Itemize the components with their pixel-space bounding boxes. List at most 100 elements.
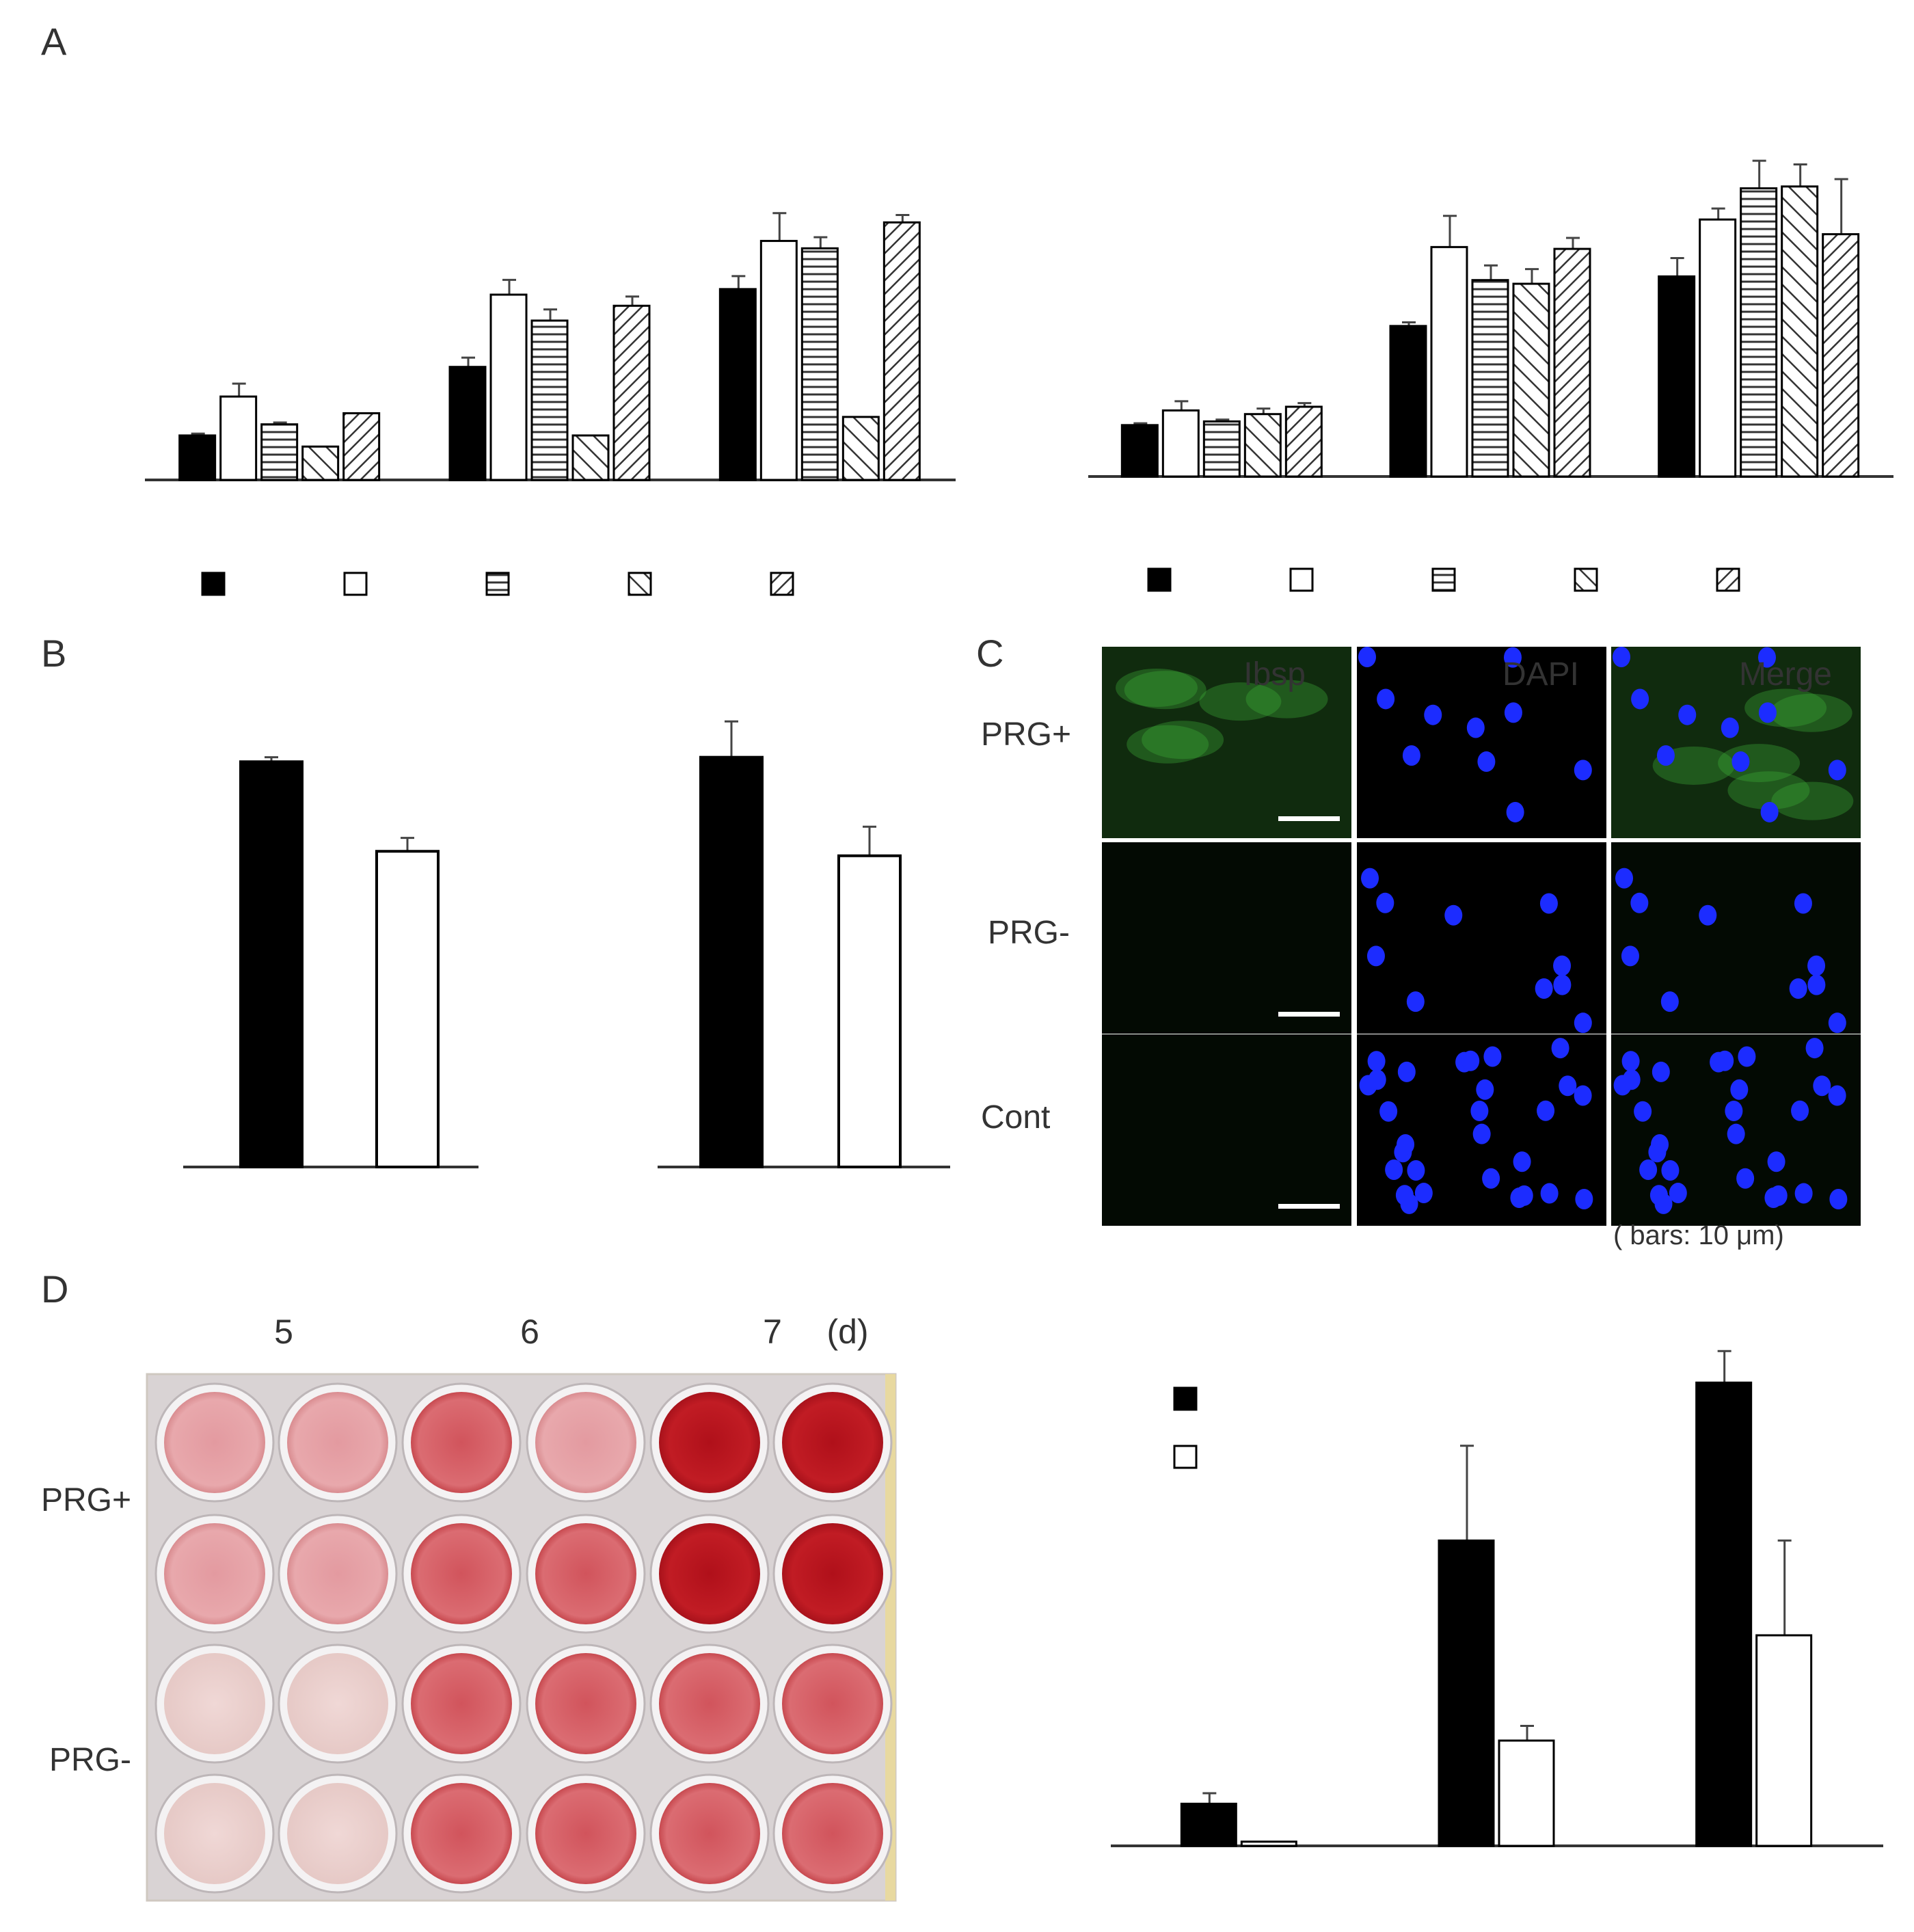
micro-nucleus <box>1725 1101 1743 1122</box>
micro-nucleus <box>1377 688 1395 710</box>
micro-nucleus <box>1639 1159 1658 1181</box>
micro-cell-body <box>1124 671 1207 710</box>
legend-swatch-cn <box>1431 567 1456 592</box>
bar-prgminus <box>837 854 902 1169</box>
bar-ah-48 <box>1512 282 1550 478</box>
micro-nucleus <box>1789 978 1807 999</box>
plate-well <box>164 1783 265 1884</box>
chart-alp <box>183 756 478 1168</box>
plate-well <box>782 1392 883 1493</box>
micro-nucleus <box>1472 1123 1491 1144</box>
bar-prgplus-72 <box>1658 275 1696 478</box>
micro-column-dapi: DAPI <box>1502 656 1579 693</box>
micro-nucleus <box>1385 1159 1403 1181</box>
plate-edge <box>885 1374 895 1901</box>
chart-ibsp <box>658 720 950 1169</box>
micro-cell-body <box>1245 680 1328 719</box>
micro-nucleus <box>1361 868 1379 889</box>
micro-nucleus <box>1716 1050 1734 1071</box>
plate-body <box>146 1373 897 1902</box>
plate-well <box>411 1392 512 1493</box>
bar-cont-72 <box>882 221 921 481</box>
plate-day-7: 7 <box>763 1313 782 1351</box>
legend-swatch-prgplus <box>201 572 226 596</box>
micro-nucleus <box>1727 1123 1745 1144</box>
bar-prgminus-48 <box>1430 245 1468 478</box>
micro-nucleus <box>1358 647 1376 667</box>
bar-cn-48 <box>1471 279 1509 478</box>
micro-nucleus <box>1397 1061 1416 1082</box>
plate-well <box>535 1653 636 1754</box>
bar-prgminus-72 <box>1699 218 1737 478</box>
micro-tile <box>1102 647 1351 838</box>
micro-row-prg-minus: PRG- <box>988 915 1070 951</box>
micro-nucleus <box>1669 1183 1687 1204</box>
micro-nucleus <box>1535 978 1553 999</box>
micro-nucleus <box>1649 1185 1668 1206</box>
micro-tile <box>1611 647 1861 838</box>
micro-green-signal <box>1611 842 1861 1034</box>
chart-fresh <box>145 212 956 596</box>
alizarin-plate: 5 6 7 (d) PRG+ PRG- <box>41 1313 897 1902</box>
bar-prgminus-7 <box>1755 1634 1813 1847</box>
micro-scale-note: ( bars: 10 μm) <box>1613 1220 1784 1250</box>
micro-nucleus <box>1736 1168 1755 1189</box>
plate-well <box>535 1523 636 1624</box>
panel-letter-c: C <box>976 632 1003 675</box>
micro-nucleus <box>1660 991 1679 1012</box>
bar-prgplus-7 <box>1695 1381 1753 1847</box>
micro-cell-body <box>1770 693 1852 732</box>
bar-prgplus <box>699 755 764 1169</box>
bar-ah-24 <box>1243 413 1282 478</box>
legend-swatch-prgplus <box>1147 567 1172 592</box>
micro-scale-bar <box>1278 1012 1340 1017</box>
bar-ah-48 <box>571 434 610 481</box>
legend-swatch-ah <box>628 572 652 596</box>
micro-nucleus <box>1367 1051 1386 1072</box>
bar-prgplus-48 <box>448 366 487 481</box>
micro-nucleus <box>1537 1100 1555 1121</box>
legend-swatch-prgminus <box>343 572 368 596</box>
plate-well <box>287 1653 388 1754</box>
micro-nucleus <box>1506 801 1524 822</box>
micro-cell-body <box>1199 682 1282 721</box>
plate-day-6: 6 <box>520 1313 539 1351</box>
micro-nucleus <box>1477 751 1496 773</box>
bar-cont-72 <box>1822 233 1860 478</box>
micro-nucleus <box>1738 1046 1756 1067</box>
micro-tile <box>1357 842 1606 1034</box>
micro-tile <box>1611 842 1861 1034</box>
bar-prgminus-6 <box>1498 1739 1555 1847</box>
micro-nucleus <box>1551 1038 1569 1059</box>
plate-well <box>535 1783 636 1884</box>
micro-green-signal <box>1611 647 1861 838</box>
micro-cell-body <box>1744 688 1827 727</box>
micro-nucleus <box>1652 1061 1670 1082</box>
plate-well <box>287 1392 388 1493</box>
micro-nucleus <box>1758 702 1777 723</box>
microscopy-panel: Ibsp DAPI Merge PRG+ PRG- Cont ( bars: 10 μm) <box>981 647 1861 1250</box>
bar-prgminus-24 <box>1161 409 1200 478</box>
micro-nucleus <box>1807 974 1826 995</box>
chart-nodule-area <box>1111 1350 1883 1847</box>
micro-nucleus <box>1510 1188 1528 1209</box>
plate-well <box>659 1783 760 1884</box>
micro-nucleus <box>1366 945 1385 967</box>
micro-nucleus <box>1613 647 1630 667</box>
bar-prgplus-48 <box>1389 325 1427 478</box>
plate-well <box>411 1523 512 1624</box>
micro-nucleus <box>1553 955 1572 976</box>
bar-cont-48 <box>612 304 651 481</box>
micro-nucleus <box>1828 1085 1846 1106</box>
micro-green-signal <box>1102 1034 1351 1226</box>
micro-nucleus <box>1402 745 1420 766</box>
chart-set <box>1088 159 1893 592</box>
micro-scale-bar <box>1278 1204 1340 1209</box>
legend-swatch-prgplus <box>1173 1386 1198 1411</box>
micro-nucleus <box>1407 1160 1425 1181</box>
micro-nucleus <box>1794 893 1812 914</box>
plate-day-unit: (d) <box>826 1313 868 1351</box>
micro-nucleus <box>1731 751 1750 773</box>
micro-nucleus <box>1794 1183 1813 1204</box>
